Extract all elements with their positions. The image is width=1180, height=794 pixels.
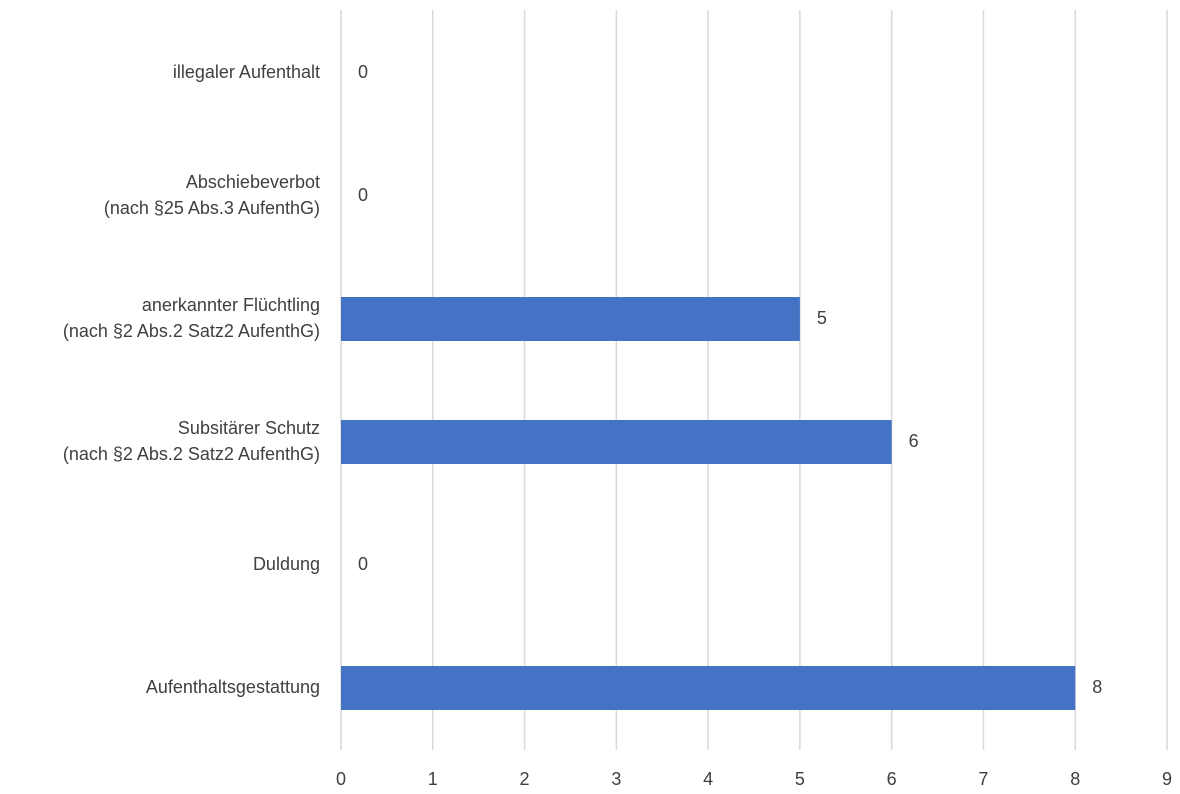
x-tick-label: 6: [887, 769, 897, 789]
x-tick-label: 2: [520, 769, 530, 789]
x-tick-label: 1: [428, 769, 438, 789]
y-tick-label: anerkannter Flüchtling (nach §2 Abs.2 Sat…: [63, 295, 320, 341]
x-tick-label: 5: [795, 769, 805, 789]
x-tick-label: 3: [611, 769, 621, 789]
data-label: 0: [358, 62, 368, 82]
data-label: 6: [909, 431, 919, 451]
y-tick-label: Abschiebeverbot (nach §25 Abs.3 AufenthG): [104, 172, 320, 218]
y-tick-label: Duldung: [253, 554, 320, 574]
y-tick-label: illegaler Aufenthalt: [173, 62, 320, 82]
x-tick-label: 0: [336, 769, 346, 789]
y-tick-label: Aufenthaltsgestattung: [146, 677, 320, 697]
x-tick-label: 9: [1162, 769, 1172, 789]
y-tick-label: Subsitärer Schutz (nach §2 Abs.2 Satz2 Au…: [63, 418, 320, 464]
bar: [341, 297, 800, 341]
data-label: 8: [1092, 677, 1102, 697]
x-tick-label: 7: [978, 769, 988, 789]
bar: [341, 420, 892, 464]
data-label: 0: [358, 185, 368, 205]
x-tick-label: 4: [703, 769, 713, 789]
bar: [341, 666, 1076, 710]
data-label: 0: [358, 554, 368, 574]
x-tick-label: 8: [1070, 769, 1080, 789]
data-label: 5: [817, 308, 827, 328]
